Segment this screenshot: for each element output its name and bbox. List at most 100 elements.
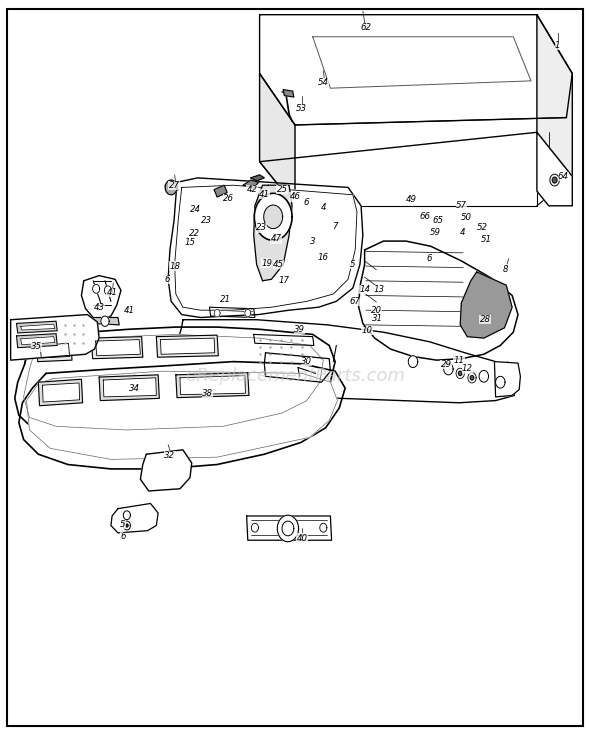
Polygon shape — [11, 315, 99, 360]
Polygon shape — [470, 376, 474, 380]
Text: 5: 5 — [350, 260, 356, 269]
Text: 27: 27 — [169, 181, 179, 190]
Text: 50: 50 — [461, 213, 471, 222]
Text: 1: 1 — [555, 41, 560, 50]
Text: 38: 38 — [202, 389, 213, 398]
Polygon shape — [408, 356, 418, 368]
Polygon shape — [27, 371, 337, 459]
Text: 4: 4 — [460, 228, 466, 237]
Polygon shape — [123, 511, 130, 520]
Text: 4: 4 — [320, 203, 326, 212]
Text: 45: 45 — [273, 260, 284, 269]
Text: 14: 14 — [359, 285, 370, 294]
Polygon shape — [550, 174, 559, 186]
Polygon shape — [19, 362, 345, 469]
Polygon shape — [96, 340, 140, 356]
Text: 16: 16 — [318, 253, 329, 262]
Polygon shape — [460, 272, 512, 338]
Polygon shape — [93, 284, 100, 293]
Text: 25: 25 — [277, 185, 287, 194]
Text: 52: 52 — [477, 223, 488, 232]
Text: 17: 17 — [279, 276, 290, 285]
Text: 7: 7 — [332, 222, 338, 231]
Polygon shape — [537, 132, 572, 206]
Polygon shape — [214, 309, 220, 317]
Polygon shape — [91, 318, 119, 325]
Polygon shape — [180, 376, 245, 395]
Polygon shape — [283, 90, 294, 97]
Polygon shape — [17, 334, 57, 348]
Text: 67: 67 — [350, 297, 360, 306]
Polygon shape — [17, 321, 57, 333]
Polygon shape — [254, 193, 292, 240]
Polygon shape — [176, 373, 249, 398]
Polygon shape — [140, 450, 192, 491]
Text: 40: 40 — [297, 534, 307, 542]
Polygon shape — [21, 324, 55, 330]
Text: 65: 65 — [432, 216, 443, 225]
Text: 39: 39 — [294, 325, 305, 334]
Text: 46: 46 — [290, 193, 300, 201]
Text: 31: 31 — [372, 315, 383, 323]
Polygon shape — [264, 205, 283, 229]
Polygon shape — [101, 316, 109, 326]
Polygon shape — [552, 177, 557, 183]
Text: 13: 13 — [373, 285, 384, 294]
Polygon shape — [254, 334, 314, 345]
Polygon shape — [359, 241, 518, 360]
Polygon shape — [313, 37, 531, 88]
Polygon shape — [247, 516, 332, 540]
Text: 43: 43 — [94, 303, 104, 312]
Polygon shape — [537, 15, 572, 176]
Polygon shape — [496, 376, 505, 388]
Polygon shape — [458, 371, 462, 376]
Polygon shape — [103, 378, 156, 397]
Text: 57: 57 — [456, 201, 467, 210]
Text: 19: 19 — [261, 259, 272, 268]
Text: 22: 22 — [189, 229, 200, 238]
Polygon shape — [175, 185, 357, 310]
Polygon shape — [264, 353, 330, 382]
Polygon shape — [456, 368, 464, 379]
Polygon shape — [251, 523, 258, 532]
Polygon shape — [243, 180, 258, 188]
Polygon shape — [38, 379, 83, 406]
Text: 66: 66 — [419, 212, 430, 221]
Text: 30: 30 — [301, 357, 312, 366]
Polygon shape — [320, 523, 327, 532]
Polygon shape — [468, 373, 476, 383]
Polygon shape — [165, 180, 177, 195]
Polygon shape — [91, 337, 143, 359]
Text: 42: 42 — [247, 185, 257, 194]
Polygon shape — [168, 178, 363, 318]
Text: 34: 34 — [129, 384, 140, 392]
Polygon shape — [277, 515, 299, 542]
Polygon shape — [156, 335, 218, 357]
Polygon shape — [260, 15, 572, 125]
Text: 23: 23 — [256, 223, 267, 232]
Polygon shape — [126, 524, 128, 527]
Polygon shape — [15, 327, 335, 440]
Text: 41: 41 — [124, 306, 135, 315]
Text: 15: 15 — [185, 238, 195, 247]
Polygon shape — [245, 309, 251, 317]
Polygon shape — [21, 337, 55, 345]
Text: 32: 32 — [165, 451, 175, 460]
Polygon shape — [81, 276, 121, 320]
Polygon shape — [260, 74, 295, 206]
Polygon shape — [104, 286, 112, 295]
Text: 3: 3 — [310, 237, 316, 245]
Text: 41: 41 — [259, 190, 270, 198]
Text: 49: 49 — [407, 196, 417, 204]
Text: 10: 10 — [362, 326, 372, 335]
Text: 23: 23 — [201, 216, 212, 225]
Text: 8: 8 — [502, 265, 508, 273]
Text: 18: 18 — [169, 262, 180, 270]
Text: 20: 20 — [371, 306, 382, 315]
Text: 24: 24 — [191, 205, 201, 214]
Text: 6: 6 — [427, 254, 432, 263]
Polygon shape — [254, 185, 292, 281]
Text: 62: 62 — [360, 23, 371, 32]
Text: 35: 35 — [31, 343, 42, 351]
Text: 26: 26 — [224, 194, 234, 203]
